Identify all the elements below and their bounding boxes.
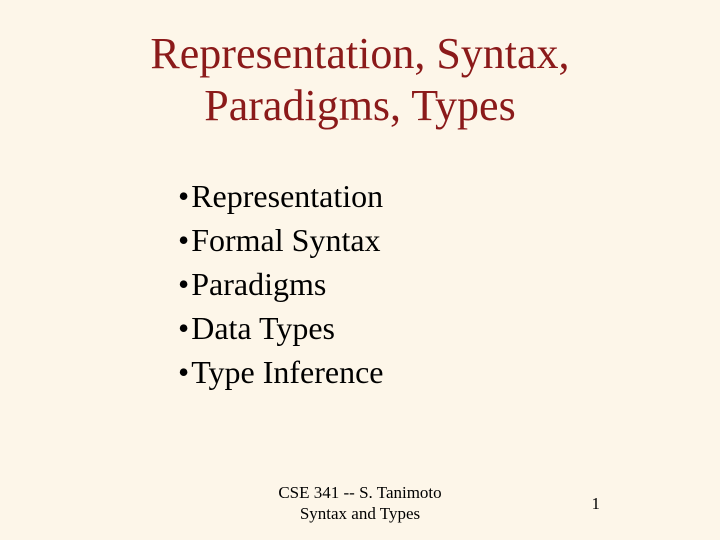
bullet-text: Paradigms (191, 262, 326, 306)
slide: Representation, Syntax, Paradigms, Types… (0, 0, 720, 540)
slide-footer: CSE 341 -- S. Tanimoto Syntax and Types (0, 482, 720, 525)
bullet-text: Data Types (191, 306, 335, 350)
bullet-text: Formal Syntax (191, 218, 380, 262)
list-item: • Data Types (178, 306, 720, 350)
bullet-text: Type Inference (191, 350, 383, 394)
list-item: • Paradigms (178, 262, 720, 306)
bullet-list: • Representation • Formal Syntax • Parad… (178, 174, 720, 395)
bullet-icon: • (178, 306, 189, 350)
bullet-icon: • (178, 350, 189, 394)
title-line-1: Representation, Syntax, (0, 28, 720, 80)
footer-line-1: CSE 341 -- S. Tanimoto (278, 482, 441, 503)
footer-center: CSE 341 -- S. Tanimoto Syntax and Types (278, 482, 441, 525)
list-item: • Formal Syntax (178, 218, 720, 262)
title-line-2: Paradigms, Types (0, 80, 720, 132)
bullet-icon: • (178, 174, 189, 218)
page-number: 1 (592, 494, 601, 514)
list-item: • Type Inference (178, 350, 720, 394)
bullet-icon: • (178, 262, 189, 306)
bullet-icon: • (178, 218, 189, 262)
footer-line-2: Syntax and Types (278, 503, 441, 524)
slide-title: Representation, Syntax, Paradigms, Types (0, 28, 720, 132)
list-item: • Representation (178, 174, 720, 218)
bullet-text: Representation (191, 174, 383, 218)
